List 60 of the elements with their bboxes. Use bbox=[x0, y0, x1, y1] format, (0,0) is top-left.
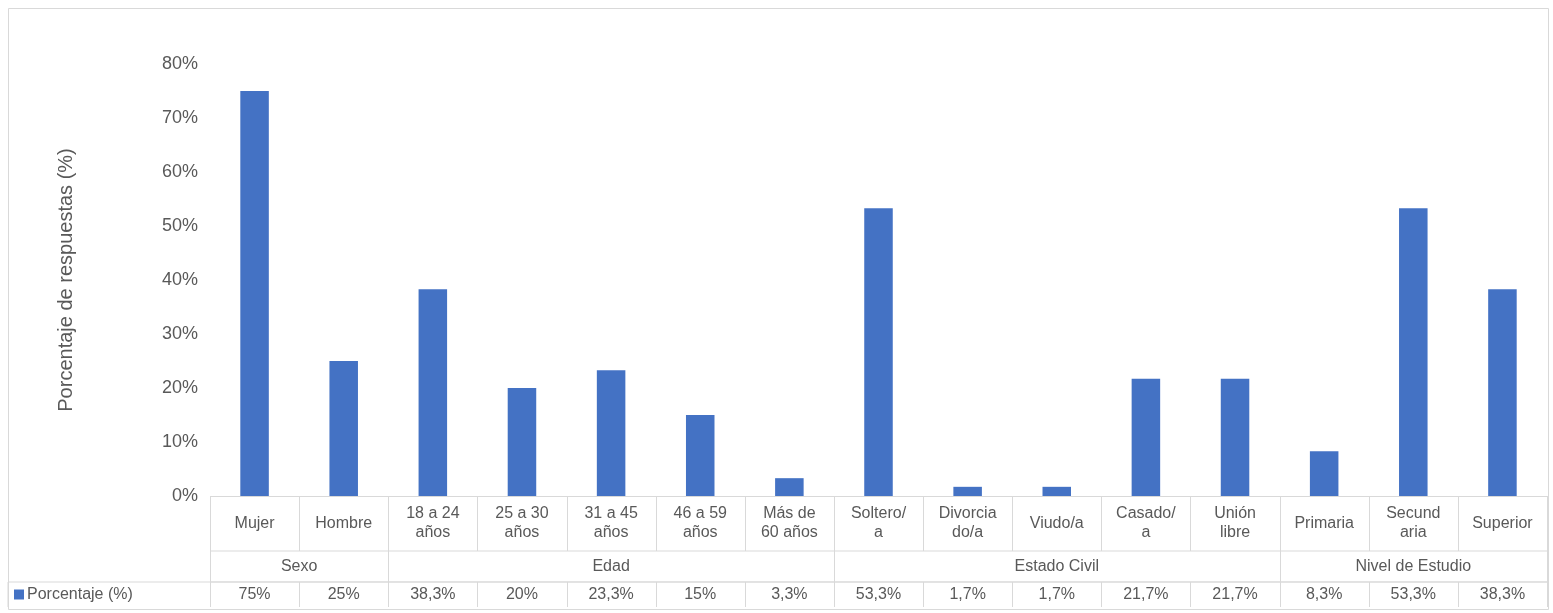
bar bbox=[329, 361, 358, 496]
bar bbox=[1488, 289, 1517, 496]
bar bbox=[1131, 378, 1161, 496]
data-label: 3,3% bbox=[771, 584, 808, 602]
data-label: 8,3% bbox=[1305, 584, 1343, 602]
legend-label: Porcentaje (%) bbox=[27, 584, 133, 602]
y-tick-label: 0% bbox=[171, 484, 198, 505]
data-label: 53,3% bbox=[1390, 584, 1436, 602]
data-label: 1,7% bbox=[949, 584, 986, 602]
x-tick-label: 25 a 30 años bbox=[495, 504, 549, 541]
x-tick-label: Superior bbox=[1472, 513, 1534, 531]
text: Estado Civil bbox=[1014, 556, 1100, 574]
data-label: 21,7% bbox=[1212, 584, 1258, 602]
data-label: 38,3% bbox=[1479, 584, 1526, 602]
bar bbox=[1399, 208, 1428, 496]
data-label: 75% bbox=[238, 584, 271, 602]
data-label: 23,3% bbox=[588, 584, 634, 602]
x-tick-label: Más de 60 años bbox=[760, 504, 818, 541]
data-label: 25% bbox=[327, 584, 360, 602]
y-tick-label: 50% bbox=[161, 214, 198, 235]
x-tick-label: 18 a 24 años bbox=[406, 504, 460, 541]
y-tick-label: 60% bbox=[161, 160, 198, 181]
data-label: 20% bbox=[505, 584, 538, 602]
x-tick-label: Unión libre bbox=[1214, 504, 1256, 541]
x-tick-label: 46 a 59 años bbox=[673, 504, 728, 541]
y-tick-label: 30% bbox=[161, 322, 198, 343]
x-tick-label: Casado/a bbox=[1116, 504, 1177, 541]
bar bbox=[596, 370, 626, 496]
x-tick-label: Viudo/a bbox=[1029, 513, 1084, 531]
data-label: 38,3% bbox=[410, 584, 456, 602]
bar bbox=[864, 208, 893, 496]
x-tick-label: Soltero/a bbox=[850, 504, 907, 541]
y-tick-label: 70% bbox=[161, 106, 198, 127]
bar bbox=[685, 415, 715, 496]
bar bbox=[240, 91, 269, 496]
data-label: 15% bbox=[684, 584, 717, 602]
data-label: 21,7% bbox=[1123, 584, 1169, 602]
data-label: 1,7% bbox=[1038, 584, 1075, 602]
y-tick-label: 10% bbox=[161, 430, 198, 451]
bar bbox=[953, 486, 982, 496]
x-tick-label: Primaria bbox=[1294, 513, 1355, 531]
x-tick-label: Divorciado/a bbox=[938, 504, 997, 541]
bar bbox=[1042, 486, 1072, 496]
text: Sexo bbox=[280, 556, 318, 574]
x-tick-label: 31 a 45 años bbox=[584, 504, 638, 541]
bar bbox=[507, 388, 537, 496]
bar bbox=[1309, 451, 1339, 496]
text: Nivel de Estudio bbox=[1355, 556, 1472, 574]
y-tick-label: 40% bbox=[161, 268, 198, 289]
y-axis-title: Porcentaje de respuestas (%) bbox=[53, 148, 76, 412]
text: Edad bbox=[592, 556, 630, 574]
bar bbox=[418, 289, 448, 496]
bar bbox=[775, 478, 804, 496]
y-tick-label: 80% bbox=[161, 52, 198, 73]
data-label: 53,3% bbox=[855, 584, 902, 602]
x-tick-label: Secundaria bbox=[1386, 504, 1441, 541]
y-tick-label: 20% bbox=[161, 376, 198, 397]
x-tick-label: Mujer bbox=[234, 513, 276, 531]
bar bbox=[1220, 378, 1250, 496]
x-tick-label: Hombre bbox=[315, 513, 373, 531]
